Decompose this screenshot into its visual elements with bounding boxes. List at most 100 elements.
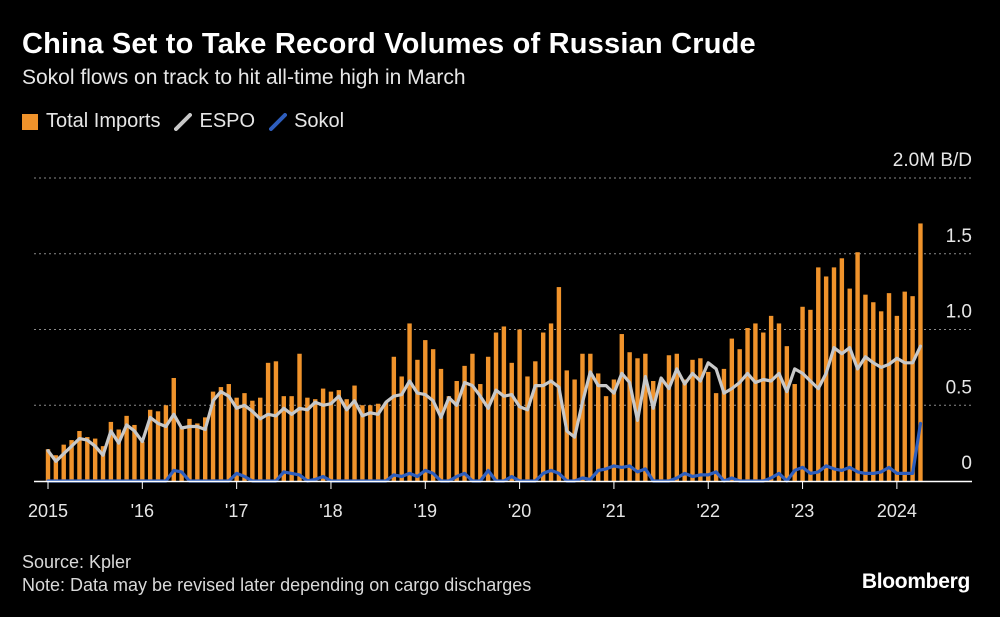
y-tick-label: 0 [961, 453, 972, 474]
bar-total-imports [902, 291, 907, 481]
bar-total-imports [666, 355, 672, 481]
bar-total-imports [808, 309, 813, 481]
bar-total-imports [265, 362, 271, 481]
bar-total-imports [745, 327, 750, 481]
bar-total-imports [596, 373, 601, 481]
bar-total-imports [69, 440, 74, 481]
bar-total-imports [195, 423, 200, 481]
bar-total-imports [525, 376, 530, 481]
x-tick-label: '20 [508, 501, 531, 521]
bar-total-imports [721, 368, 727, 481]
bar-total-imports [470, 353, 475, 481]
bar-total-imports [776, 323, 782, 481]
bar-total-imports [454, 381, 459, 481]
bar-total-imports [658, 379, 664, 481]
y-axis-ticks: 0 0.5 1.0 1.5 2.0M B/D [893, 150, 972, 474]
bar-total-imports [737, 349, 742, 481]
bar-total-imports [690, 359, 695, 481]
bar-total-imports [100, 446, 106, 481]
bar-total-imports [305, 397, 310, 481]
bar-total-imports [179, 426, 184, 481]
bar-total-imports [800, 306, 805, 481]
line-sokol [46, 421, 923, 483]
bar-total-imports [580, 353, 585, 481]
line-swatch-icon [269, 112, 288, 131]
legend-item-total-imports: Total Imports [22, 110, 160, 133]
bar-total-imports [399, 376, 404, 481]
source-note: Source: Kpler [22, 552, 132, 572]
legend-label: ESPO [199, 110, 256, 132]
bar-total-imports [391, 356, 397, 481]
bar-total-imports [92, 438, 98, 481]
bar-total-imports [163, 405, 169, 481]
bar-total-imports [768, 315, 774, 481]
bar-total-imports [108, 421, 114, 481]
bar-total-imports [313, 399, 318, 481]
bar-total-imports [77, 431, 82, 481]
bar-total-imports [619, 334, 624, 481]
bar-total-imports [706, 371, 711, 481]
bar-total-imports [289, 396, 294, 481]
line-series [46, 344, 923, 483]
bar-total-imports [446, 396, 452, 481]
bar-total-imports [886, 293, 892, 481]
bar-total-imports [234, 397, 239, 481]
y-tick-label: 2.0M B/D [893, 150, 972, 171]
bar-total-imports [297, 353, 302, 481]
bar-total-imports [643, 353, 648, 481]
bar-total-imports [894, 315, 900, 481]
gridlines [34, 177, 972, 406]
bar-total-imports [336, 390, 342, 481]
x-tick-label: 2024 [877, 501, 917, 521]
bar-total-imports [871, 302, 876, 481]
bar-total-imports [839, 258, 845, 481]
bar-total-imports [713, 393, 719, 481]
y-tick-label: 1.0 [946, 302, 972, 323]
bar-total-imports [729, 338, 735, 481]
bar-total-imports [281, 396, 286, 481]
bar-total-imports [674, 353, 679, 481]
bar-total-imports [147, 409, 153, 481]
x-tick-label: '17 [225, 501, 248, 521]
bar-total-imports [698, 358, 703, 481]
x-tick-label: '19 [414, 501, 437, 521]
y-tick-label: 1.5 [946, 226, 972, 247]
bar-total-imports [462, 365, 467, 481]
bar-total-imports [556, 287, 562, 481]
bar-total-imports [407, 323, 412, 481]
bar-total-imports [320, 388, 326, 481]
bar-total-imports [61, 444, 66, 481]
x-tick-label: '18 [319, 501, 342, 521]
x-tick-label: '21 [602, 501, 625, 521]
bar-total-imports [273, 361, 279, 481]
bar-total-imports [831, 267, 837, 481]
x-tick-label: '16 [131, 501, 154, 521]
bar-series-total-imports [45, 223, 923, 481]
bar-total-imports [210, 391, 216, 481]
bar-total-imports [627, 352, 632, 481]
legend-item-sokol: Sokol [269, 110, 344, 133]
x-tick-label: '23 [791, 501, 814, 521]
bar-total-imports [423, 340, 428, 481]
bar-total-imports [124, 415, 129, 481]
bar-total-imports [651, 381, 656, 481]
bar-total-imports [85, 437, 90, 481]
chart-subtitle: Sokol flows on track to hit all-time hig… [22, 66, 466, 89]
bar-total-imports [823, 276, 829, 481]
bar-total-imports [171, 377, 176, 481]
bar-total-imports [918, 223, 923, 481]
bar-total-imports [116, 429, 121, 481]
bar-total-imports [603, 396, 609, 481]
bar-total-imports [368, 405, 373, 481]
bar-total-imports [792, 384, 797, 481]
bar-total-imports [375, 403, 381, 481]
bar-total-imports [501, 326, 507, 481]
bar-total-imports [187, 418, 192, 481]
bar-total-imports [258, 397, 263, 481]
bar-total-imports [493, 332, 499, 481]
bar-total-imports [878, 311, 884, 481]
bar-total-imports [533, 361, 538, 481]
bar-total-imports [344, 399, 349, 481]
data-note: Note: Data may be revised later dependin… [22, 575, 532, 595]
bar-total-imports [863, 294, 868, 481]
